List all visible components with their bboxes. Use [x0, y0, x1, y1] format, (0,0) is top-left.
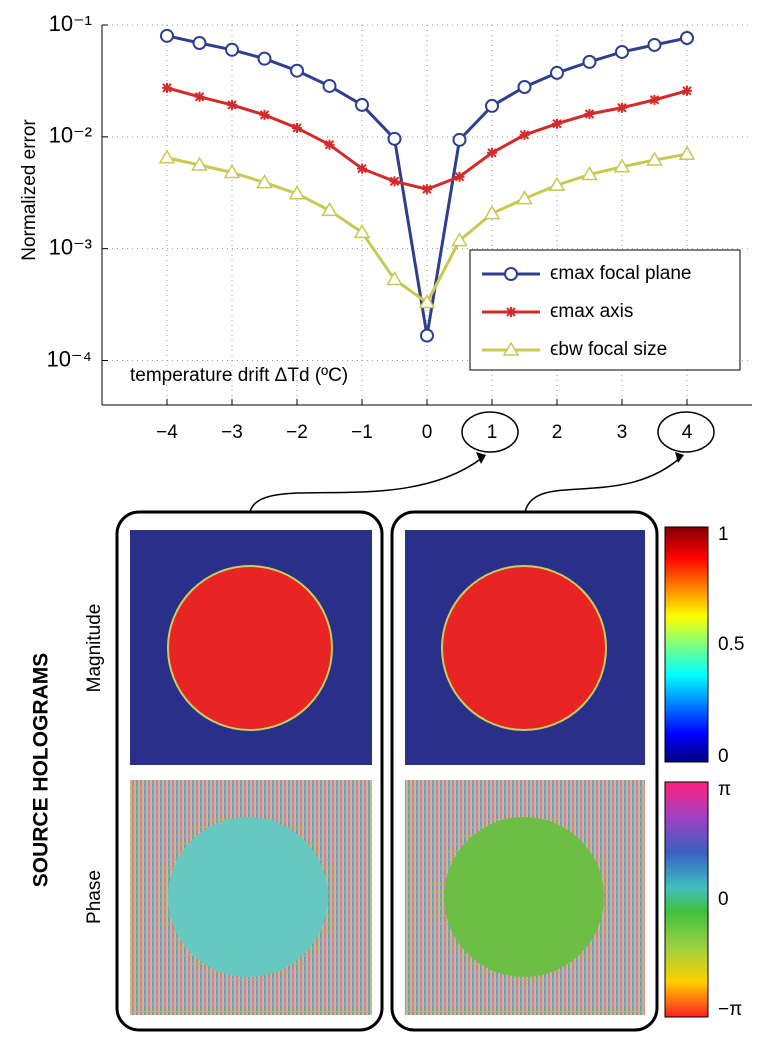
marker: [194, 91, 205, 102]
highlight: [657, 411, 715, 453]
marker: [386, 271, 403, 286]
marker: [519, 129, 530, 140]
arrowhead: [675, 452, 684, 463]
marker: [646, 151, 663, 166]
panel: [390, 510, 659, 1032]
x-tick-label: 1: [487, 422, 498, 443]
x-tick-label: −3: [221, 422, 243, 443]
row-label: Magnitude: [84, 604, 105, 693]
marker: [582, 54, 597, 69]
legend-label: ϵmax axis: [550, 301, 633, 322]
marker: [389, 176, 400, 187]
plot-area: Normalized error temperature drift ΔTd (…: [19, 25, 752, 406]
legend-label: ϵbw focal size: [550, 339, 667, 360]
marker: [516, 190, 533, 205]
marker: [418, 294, 436, 309]
arrow: [524, 457, 681, 513]
y-tick-label: 10⁻³: [49, 234, 92, 259]
marker: [613, 158, 631, 173]
marker: [288, 185, 306, 200]
annotation: temperature drift ΔTd (ºC): [130, 365, 348, 386]
arrow: [249, 457, 483, 513]
colorbar-label: 0: [718, 889, 729, 910]
x-tick-label: 3: [617, 422, 628, 443]
marker: [321, 201, 338, 217]
marker: [158, 149, 176, 164]
marker: [353, 223, 371, 239]
marker: [256, 174, 273, 189]
marker: [324, 139, 335, 150]
marker: [191, 156, 208, 171]
phase-disk: [168, 817, 328, 977]
marker: [682, 85, 692, 96]
marker: [504, 267, 518, 281]
marker: [454, 171, 465, 182]
x-tick-label: 4: [682, 422, 693, 443]
magnitude-colorbar: [664, 526, 709, 763]
marker: [584, 109, 595, 120]
marker: [451, 232, 468, 247]
magnitude-disk: [167, 565, 333, 731]
phase-colorbar: [664, 781, 709, 1018]
marker: [483, 205, 501, 220]
colorbar-label: 0: [718, 746, 729, 767]
marker: [259, 109, 270, 120]
marker: [322, 78, 337, 93]
panel: [115, 510, 384, 1032]
marker: [160, 28, 174, 43]
marker: [550, 65, 564, 80]
marker: [487, 147, 497, 158]
x-tick-label: −4: [156, 422, 178, 443]
highlight: [461, 411, 519, 453]
colorbar-label: 1: [718, 524, 729, 545]
x-tick-label: −1: [351, 422, 373, 443]
marker: [192, 36, 207, 51]
arrowhead: [476, 452, 486, 464]
row-label: Phase: [84, 870, 105, 924]
marker: [162, 82, 172, 93]
colorbar-label: 0.5: [718, 634, 744, 655]
marker: [223, 163, 241, 179]
marker: [452, 132, 467, 147]
marker: [225, 42, 239, 57]
marker: [290, 63, 304, 78]
x-tick-label: −2: [286, 422, 308, 443]
marker: [420, 328, 434, 343]
marker: [649, 94, 660, 105]
marker: [581, 166, 598, 181]
x-tick-label: 0: [422, 422, 433, 443]
marker: [292, 122, 302, 133]
marker: [257, 51, 272, 66]
series-line: [166, 86, 688, 191]
marker: [678, 145, 696, 160]
magnitude-disk: [441, 565, 607, 731]
section-label: SOURCE HOLOGRAMS: [30, 653, 53, 888]
marker: [485, 98, 499, 113]
colorbar-label: −π: [718, 999, 742, 1020]
marker: [615, 44, 629, 59]
phase-disk: [444, 817, 604, 977]
marker: [680, 31, 694, 46]
marker: [502, 341, 520, 356]
marker: [552, 118, 562, 129]
marker: [647, 37, 662, 52]
marker: [357, 163, 367, 174]
legend-label: ϵmax focal plane: [550, 263, 691, 284]
marker: [422, 184, 432, 195]
marker: [355, 97, 369, 112]
marker: [387, 131, 402, 146]
y-tick-label: 10⁻⁴: [46, 346, 92, 371]
y-tick-label: 10⁻¹: [49, 11, 92, 36]
marker: [506, 307, 516, 317]
y-axis-label: Normalized error: [19, 119, 40, 261]
colorbar-label: π: [718, 779, 731, 800]
marker: [517, 79, 532, 94]
y-tick-label: 10⁻²: [49, 123, 92, 148]
marker: [548, 176, 566, 191]
marker: [617, 102, 627, 113]
x-tick-label: 2: [552, 422, 563, 443]
marker: [227, 99, 237, 110]
